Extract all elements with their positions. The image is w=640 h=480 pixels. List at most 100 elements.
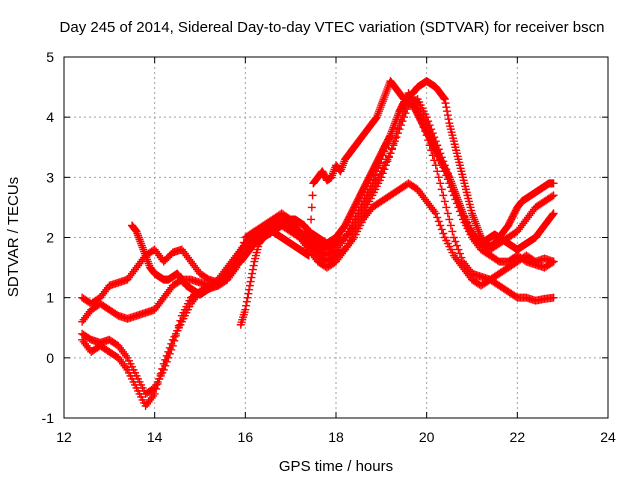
data-point-marker (433, 213, 442, 222)
data-point-marker (247, 273, 256, 282)
data-point-marker (389, 141, 398, 150)
data-point-marker (436, 221, 445, 230)
data-point-marker (241, 305, 250, 314)
data-point-marker (548, 258, 557, 267)
data-point-marker (449, 233, 458, 242)
data-point-marker (167, 345, 176, 354)
data-point-marker (248, 265, 257, 274)
x-tick-label: 16 (238, 429, 254, 445)
data-point-marker (176, 316, 185, 325)
data-point-marker (380, 165, 389, 174)
series-track-2 (78, 95, 558, 326)
data-point-marker (377, 173, 386, 182)
y-tick-label: 0 (46, 350, 54, 366)
data-point-marker (436, 179, 445, 188)
data-point-marker (455, 249, 464, 258)
x-tick-label: 24 (600, 429, 616, 445)
data-point-marker (434, 173, 443, 182)
data-point-marker (549, 191, 558, 200)
data-point-marker (457, 253, 466, 262)
data-point-marker (549, 257, 558, 266)
data-point-marker (242, 297, 251, 306)
data-point-marker (174, 321, 183, 330)
data-point-marker (437, 225, 446, 234)
data-point-marker (161, 361, 170, 370)
data-point-marker (305, 239, 314, 248)
data-point-marker (431, 161, 440, 170)
data-point-marker (387, 145, 396, 154)
data-point-marker (385, 132, 394, 141)
y-axis-label: SDTVAR / TECUs (5, 177, 22, 297)
data-point-marker (442, 203, 451, 212)
data-point-marker (246, 277, 255, 286)
data-point-marker (307, 203, 316, 212)
data-point-marker (164, 353, 173, 362)
data-point-marker (431, 209, 440, 218)
data-point-marker (173, 326, 182, 335)
x-tick-label: 12 (56, 429, 72, 445)
data-point-marker (381, 161, 390, 170)
y-tick-label: 2 (46, 230, 54, 246)
data-point-marker (442, 103, 451, 112)
data-point-marker (249, 261, 258, 270)
data-point-marker (390, 137, 399, 146)
data-point-marker (304, 251, 313, 260)
data-point-marker (168, 341, 177, 350)
data-point-marker (425, 121, 434, 130)
data-point-marker (165, 349, 174, 358)
data-point-marker (440, 95, 449, 104)
data-point-marker (243, 293, 252, 302)
y-tick-label: 3 (46, 169, 54, 185)
data-point-marker (400, 113, 408, 122)
data-point-marker (245, 281, 254, 290)
data-point-marker (396, 121, 405, 130)
data-point-marker (307, 215, 316, 224)
data-point-marker (549, 179, 558, 188)
y-tick-label: 5 (46, 49, 54, 65)
data-point-marker (424, 117, 433, 126)
data-point-marker (454, 245, 463, 254)
data-point-marker (444, 115, 453, 124)
data-point-marker (549, 209, 558, 218)
y-tick-label: 1 (46, 290, 54, 306)
x-tick-label: 18 (328, 429, 344, 445)
data-point-marker (393, 129, 402, 138)
data-point-marker (422, 113, 431, 122)
data-point-marker (386, 149, 395, 158)
data-point-marker (245, 285, 254, 294)
data-point-marker (170, 336, 179, 345)
x-tick-label: 22 (510, 429, 526, 445)
data-point-marker (403, 105, 412, 114)
data-point-marker (452, 241, 461, 250)
data-point-marker (171, 331, 180, 340)
x-tick-label: 20 (419, 429, 435, 445)
data-point-marker (395, 125, 404, 134)
data-point-marker (440, 94, 449, 103)
data-point-marker (308, 191, 317, 200)
data-point-marker (242, 301, 251, 310)
data-point-marker (398, 117, 407, 126)
data-point-marker (439, 191, 448, 200)
data-point-marker (149, 384, 158, 393)
data-point-marker (443, 209, 452, 218)
data-point-marker (441, 99, 450, 108)
data-point-marker (446, 221, 455, 230)
data-point-marker (159, 365, 168, 374)
data-point-marker (248, 269, 257, 278)
data-point-marker (440, 197, 449, 206)
data-point-marker (548, 192, 557, 201)
y-tick-label: -1 (42, 410, 55, 426)
data-point-marker (445, 215, 454, 224)
data-point-marker (244, 289, 253, 298)
data-point-marker (437, 185, 446, 194)
data-point-marker (549, 293, 558, 302)
series-track-6 (236, 95, 558, 329)
data-point-marker (162, 357, 171, 366)
x-axis-label: GPS time / hours (279, 458, 393, 475)
data-point-marker (433, 167, 442, 176)
data-point-marker (443, 111, 452, 120)
data-point-marker (430, 156, 439, 165)
data-point-marker (548, 210, 557, 219)
data-point-marker (448, 227, 457, 236)
